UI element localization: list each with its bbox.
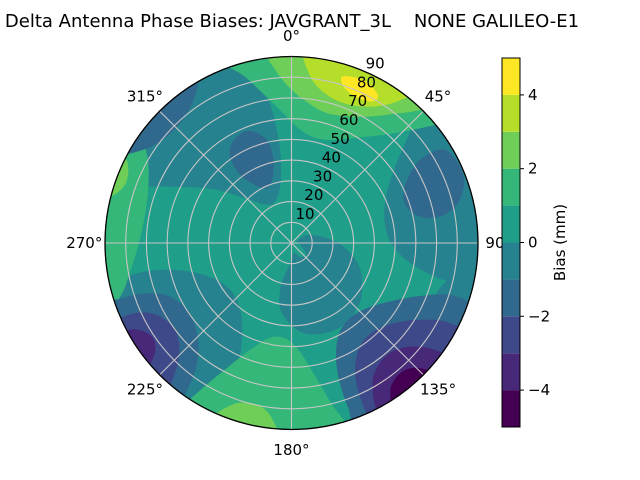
radial-tick-label: 90 xyxy=(366,55,385,73)
colorbar-tick-label: 0 xyxy=(528,234,538,252)
radial-tick-label: 10 xyxy=(296,205,315,223)
contour-region-top-max-streak xyxy=(340,76,378,102)
radial-tick-label: 40 xyxy=(322,149,341,167)
colorbar-segment xyxy=(502,94,520,132)
colorbar-tick-label: 4 xyxy=(528,86,538,104)
colorbar: 4 2 0 −2 −4 Bias (mm) xyxy=(501,57,569,428)
colorbar-segment xyxy=(502,168,520,206)
radial-tick-label: 60 xyxy=(339,111,358,129)
colorbar-segment xyxy=(502,58,520,95)
colorbar-tick-label: 2 xyxy=(528,160,538,178)
colorbar-segment xyxy=(502,390,520,427)
colorbar-tick-label: −2 xyxy=(528,307,550,325)
contour-region-sw-deeper xyxy=(117,329,156,373)
contour-region-left-edge-green xyxy=(105,122,149,316)
contour-region-top-yellowgreen xyxy=(303,56,411,107)
angular-tick-label: 315° xyxy=(127,87,163,105)
colorbar-segment xyxy=(502,279,520,317)
contour-region-nw-inner-blue xyxy=(229,130,274,189)
colorbar-segment xyxy=(502,242,520,280)
radial-tick-label: 80 xyxy=(357,73,376,91)
colorbar-segment xyxy=(502,131,520,169)
colorbar-segment xyxy=(502,353,520,391)
radial-tick-label: 70 xyxy=(348,92,367,110)
polar-grid xyxy=(105,56,478,430)
radial-tick-label: 20 xyxy=(304,186,323,204)
colorbar-tick-label: −4 xyxy=(528,381,550,399)
contour-region-ne-blue xyxy=(403,149,465,219)
radial-tick-label: 30 xyxy=(313,167,332,185)
angular-tick-label: 0° xyxy=(283,27,300,45)
colorbar-segment xyxy=(502,205,520,243)
angular-tick-label: 270° xyxy=(66,234,102,252)
colorbar-segment xyxy=(502,316,520,354)
chart-title: Delta Antenna Phase Biases: JAVGRANT_3L … xyxy=(4,11,580,32)
polar-outline xyxy=(104,55,479,431)
angular-tick-label: 135° xyxy=(420,381,456,399)
angular-tick-label: 45° xyxy=(425,87,452,105)
grid-spoke xyxy=(159,110,424,376)
colorbar-axis-label: Bias (mm) xyxy=(551,204,569,281)
angular-tick-label: 180° xyxy=(273,441,309,459)
angular-tick-label: 225° xyxy=(127,381,163,399)
radial-tick-label: 50 xyxy=(331,130,350,148)
